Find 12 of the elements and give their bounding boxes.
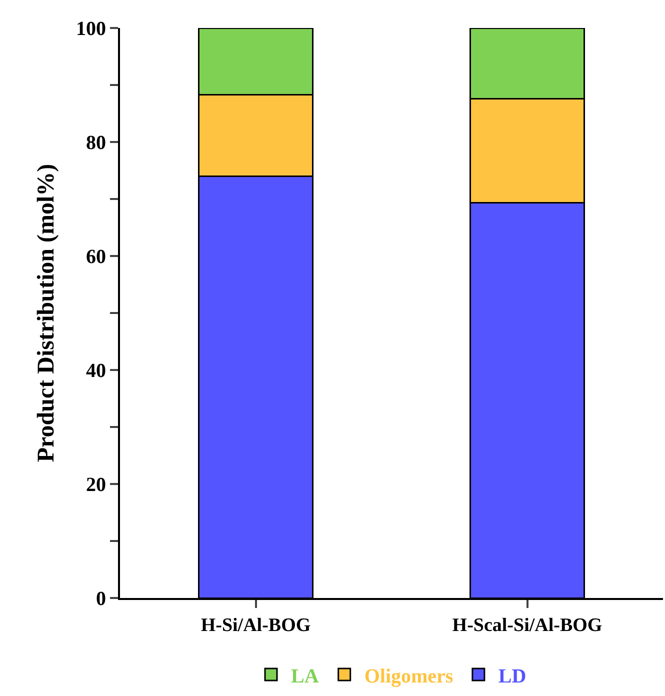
x-tick-label: H-Scal-Si/Al-BOG [452, 614, 602, 636]
y-tick-label: 0 [96, 588, 106, 610]
y-tick-label: 80 [86, 132, 106, 154]
x-tick-label: H-Si/Al-BOG [200, 614, 311, 636]
y-axis-title: Product Distribution (mol%) [34, 164, 60, 462]
legend-label: Oligomers [364, 665, 454, 688]
y-tick-label: 100 [76, 18, 106, 40]
y-tick-label: 60 [86, 246, 106, 268]
y-tick-label: 20 [86, 474, 106, 496]
legend-label: LD [498, 665, 526, 688]
legend-label: LA [291, 665, 320, 688]
y-tick-label: 40 [86, 360, 106, 382]
